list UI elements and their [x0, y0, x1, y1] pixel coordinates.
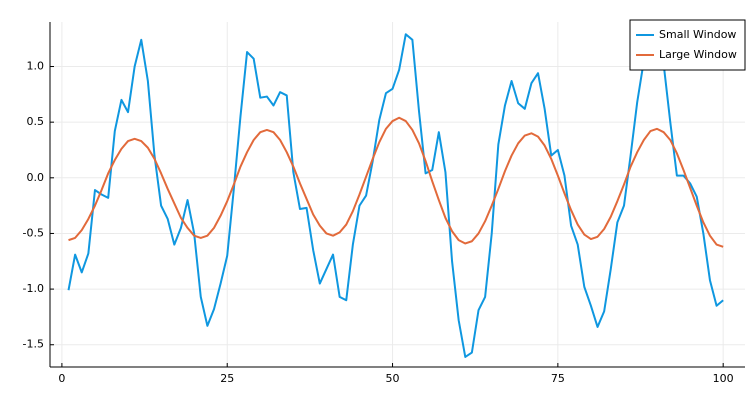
series-line: [68, 116, 724, 248]
y-tick-label: 0.5: [27, 115, 45, 128]
y-tick-label: -0.5: [23, 226, 44, 239]
x-tick-label: 0: [58, 372, 65, 385]
legend-label: Small Window: [659, 28, 736, 41]
series-line: [67, 33, 724, 358]
legend-label: Large Window: [659, 48, 737, 61]
y-tick-label: -1.0: [23, 282, 44, 295]
y-tick-label: 1.0: [27, 60, 45, 73]
x-tick-label: 50: [386, 372, 400, 385]
y-tick-label: -1.5: [23, 338, 44, 351]
x-tick-label: 25: [220, 372, 234, 385]
x-tick-label: 75: [551, 372, 565, 385]
legend-box: [629, 19, 746, 71]
y-tick-label: 0.0: [27, 171, 45, 184]
x-tick-label: 100: [713, 372, 734, 385]
